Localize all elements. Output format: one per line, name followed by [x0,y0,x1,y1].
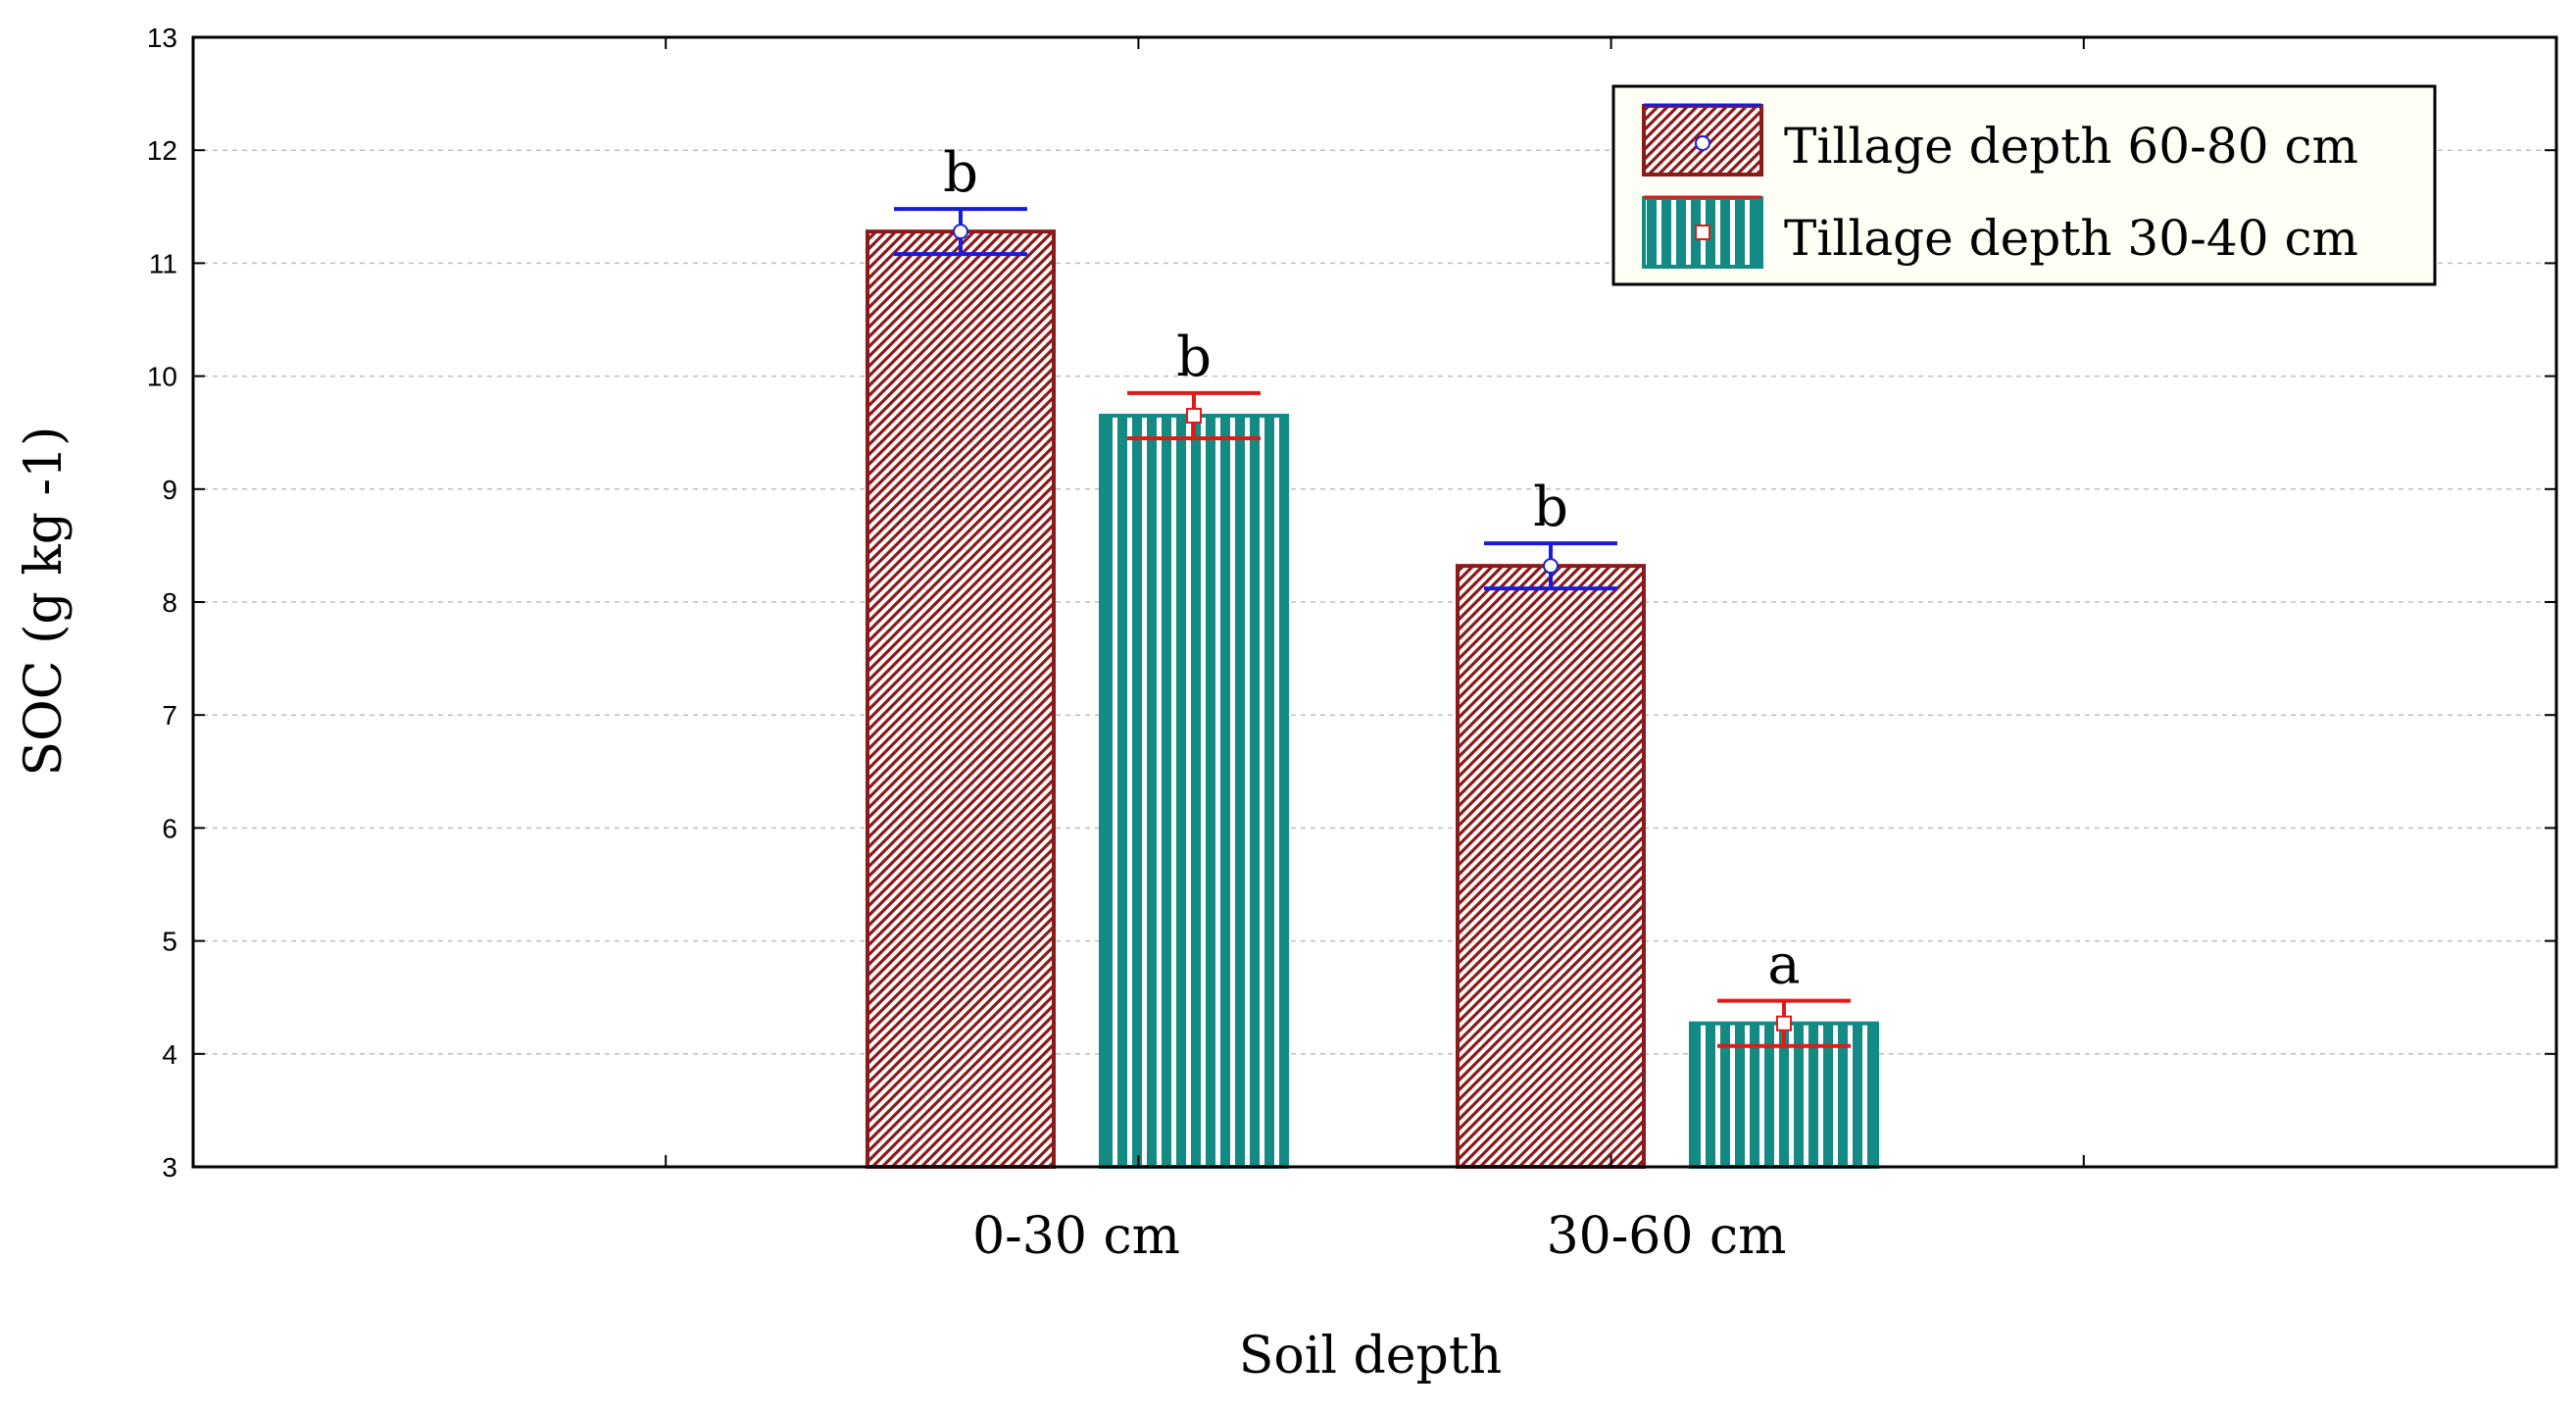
bar [866,229,1056,1170]
x-axis-title: Soil depth [1239,1327,1502,1386]
legend-label-tillage-60-80: Tillage depth 60-80 cm [1784,118,2358,175]
y-tick-label: 10 [147,362,177,392]
y-tick-label: 7 [162,700,177,731]
y-tick-label: 13 [147,23,177,53]
significance-letter: a [1767,933,1800,997]
y-tick-label: 3 [162,1152,177,1183]
gridlines [193,149,2556,1055]
y-tick-label: 5 [162,927,177,957]
mean-marker [1186,407,1202,424]
legend: Tillage depth 60-80 cm Tillage depth 30-… [1611,84,2437,286]
significance-letter: b [943,141,978,205]
significance-letters: b b b a [943,141,1801,997]
y-axis-title: SOC (g kg -1) [15,427,74,777]
y-tick-label: 8 [162,587,177,618]
x-tick-label: 0-30 cm [972,1207,1180,1266]
legend-marker-circle [1695,135,1710,151]
y-tick-label: 6 [162,813,177,843]
legend-item-tillage-60-80: Tillage depth 60-80 cm [1642,103,2358,176]
y-tick-label: 9 [162,475,177,505]
mean-marker [1543,558,1559,575]
y-tick-label: 12 [147,135,177,166]
legend-label-tillage-30-40: Tillage depth 30-40 cm [1784,210,2358,267]
significance-letter: b [1533,476,1568,539]
significance-letter: b [1176,326,1212,389]
x-tick-label: 30-60 cm [1547,1207,1787,1266]
x-axis-tick-labels: 0-30 cm 30-60 cm [972,1207,1786,1266]
bar [1099,413,1289,1170]
mean-marker [953,224,968,240]
legend-item-tillage-30-40: Tillage depth 30-40 cm [1642,195,2358,269]
y-axis-tick-labels: 3 4 5 6 7 8 9 10 11 12 13 [147,23,177,1183]
bar [1456,564,1646,1169]
error-bars [894,207,1851,1048]
y-tick-label: 11 [149,248,177,278]
legend-marker-square [1695,225,1710,240]
mean-marker [1776,1015,1792,1032]
axis-ticks [193,36,2556,1168]
y-tick-label: 4 [162,1039,177,1070]
bars [866,229,1879,1170]
